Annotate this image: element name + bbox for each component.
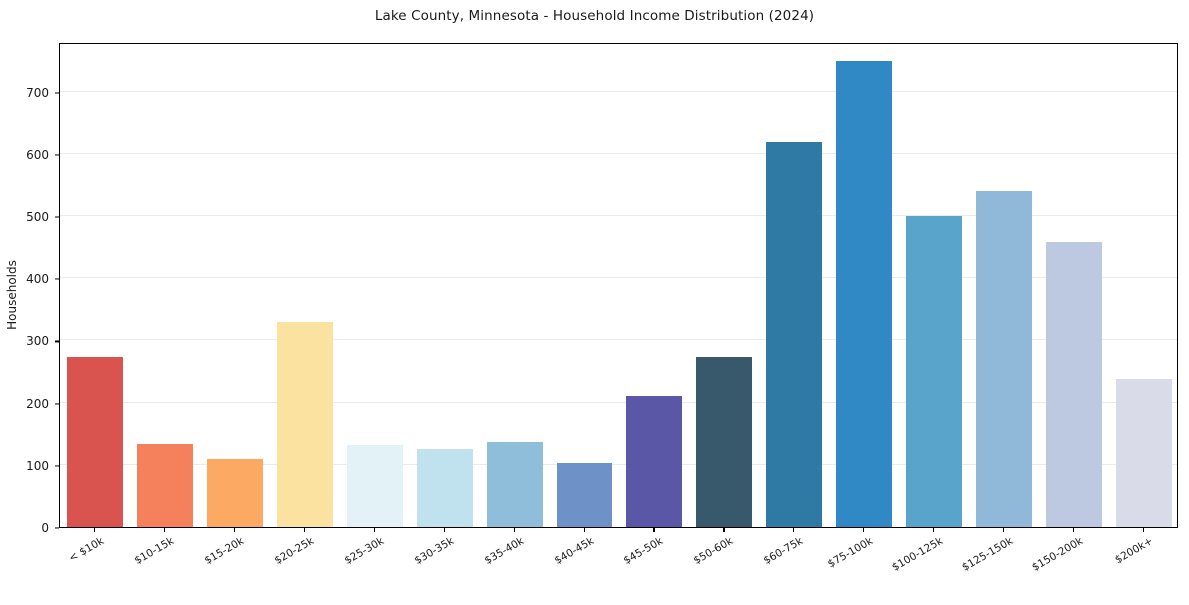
y-tick-label: 200 [26, 396, 49, 411]
bar [766, 141, 823, 527]
y-tick-mark [55, 92, 59, 94]
x-tick-mark [93, 528, 96, 532]
bar [836, 60, 893, 527]
y-tick-mark [55, 403, 59, 405]
x-tick-mark [723, 528, 725, 532]
x-tick-mark [793, 528, 795, 532]
y-tick-mark [55, 527, 59, 529]
x-tick-mark [863, 528, 865, 532]
x-tick-mark [373, 528, 375, 532]
y-tick-mark [55, 216, 59, 218]
y-tick-mark [55, 465, 59, 467]
bar [206, 458, 263, 527]
bar [136, 443, 193, 527]
x-tick-mark [583, 528, 585, 532]
x-tick-mark [1143, 528, 1145, 532]
plot-area [59, 43, 1178, 528]
x-tick-mark [933, 528, 935, 532]
x-axis-ticks: < $10k $10-15k $15-20k $20-25k $25-30k $30-35… [59, 528, 1178, 590]
gridline [60, 215, 1177, 217]
bar [626, 395, 683, 527]
gridline [60, 339, 1177, 341]
bar [556, 462, 613, 527]
y-tick-label: 100 [26, 458, 49, 473]
bar [1046, 242, 1103, 527]
x-tick-mark [443, 528, 445, 532]
gridline [60, 90, 1177, 92]
x-tick-mark [1003, 528, 1005, 532]
bar [486, 441, 543, 527]
y-tick-label: 300 [26, 334, 49, 349]
gridline [60, 463, 1177, 465]
bar [66, 357, 123, 527]
x-tick-mark [303, 528, 305, 532]
bar [1116, 379, 1172, 527]
y-tick-label: 600 [26, 147, 49, 162]
y-tick-label: 700 [26, 85, 49, 100]
gridline [60, 152, 1177, 154]
x-tick-mark [1073, 528, 1075, 532]
y-tick-label: 0 [41, 521, 49, 535]
x-tick-mark [653, 528, 655, 532]
x-tick-mark [233, 528, 235, 532]
y-tick-mark [55, 154, 59, 156]
y-tick-mark [55, 340, 59, 342]
bar [906, 216, 963, 527]
y-axis-ticks: 0 100 200 300 400 500 600 700 [0, 43, 59, 535]
bar [416, 448, 473, 527]
chart-figure: Lake County, Minnesota - Household Incom… [0, 8, 1178, 590]
y-tick-mark [55, 278, 59, 280]
bar [276, 321, 333, 527]
x-tick-mark [513, 528, 515, 532]
bar [976, 191, 1033, 527]
y-tick-label: 500 [26, 210, 49, 225]
gridline [60, 401, 1177, 403]
bar [346, 444, 403, 527]
x-tick-mark [163, 528, 165, 532]
y-tick-label: 400 [26, 272, 49, 287]
bar [696, 357, 753, 527]
chart-title: Lake County, Minnesota - Household Incom… [374, 8, 815, 24]
gridline [60, 277, 1177, 279]
